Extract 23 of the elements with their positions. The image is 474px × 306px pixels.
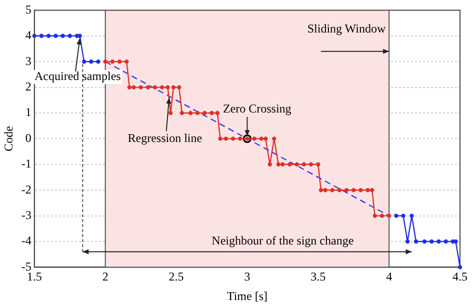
x-tick-label: 4.5 — [452, 270, 468, 284]
annotation: Acquired samples — [34, 69, 122, 84]
annotation: Zero Crossing — [222, 101, 292, 116]
x-tick-label: 3 — [244, 270, 250, 284]
y-axis-title: Code — [1, 126, 16, 152]
y-tick-label: 2 — [25, 79, 32, 94]
y-tick-label: -2 — [21, 182, 32, 196]
x-tick-label: 3.5 — [310, 270, 326, 284]
x-axis-title: Time [s] — [226, 288, 268, 303]
annotation: Neighbour of the sign change — [212, 234, 354, 248]
y-tick-label: 3 — [25, 54, 32, 68]
y-tick-label: 1 — [25, 105, 32, 120]
x-tick-label: 2 — [102, 270, 108, 284]
y-tick-label: -3 — [21, 208, 32, 222]
y-tick-label: 0 — [25, 130, 32, 145]
x-tick-label: 2.5 — [168, 270, 184, 284]
annotation: Regression line — [128, 130, 202, 145]
y-tick-label: -4 — [21, 234, 32, 248]
annotation: Sliding Window — [307, 22, 386, 36]
y-tick-label: -1 — [21, 156, 32, 171]
y-tick-label: 5 — [25, 2, 32, 16]
x-tick-label: 4 — [386, 270, 392, 284]
y-tick-label: 4 — [25, 28, 32, 42]
